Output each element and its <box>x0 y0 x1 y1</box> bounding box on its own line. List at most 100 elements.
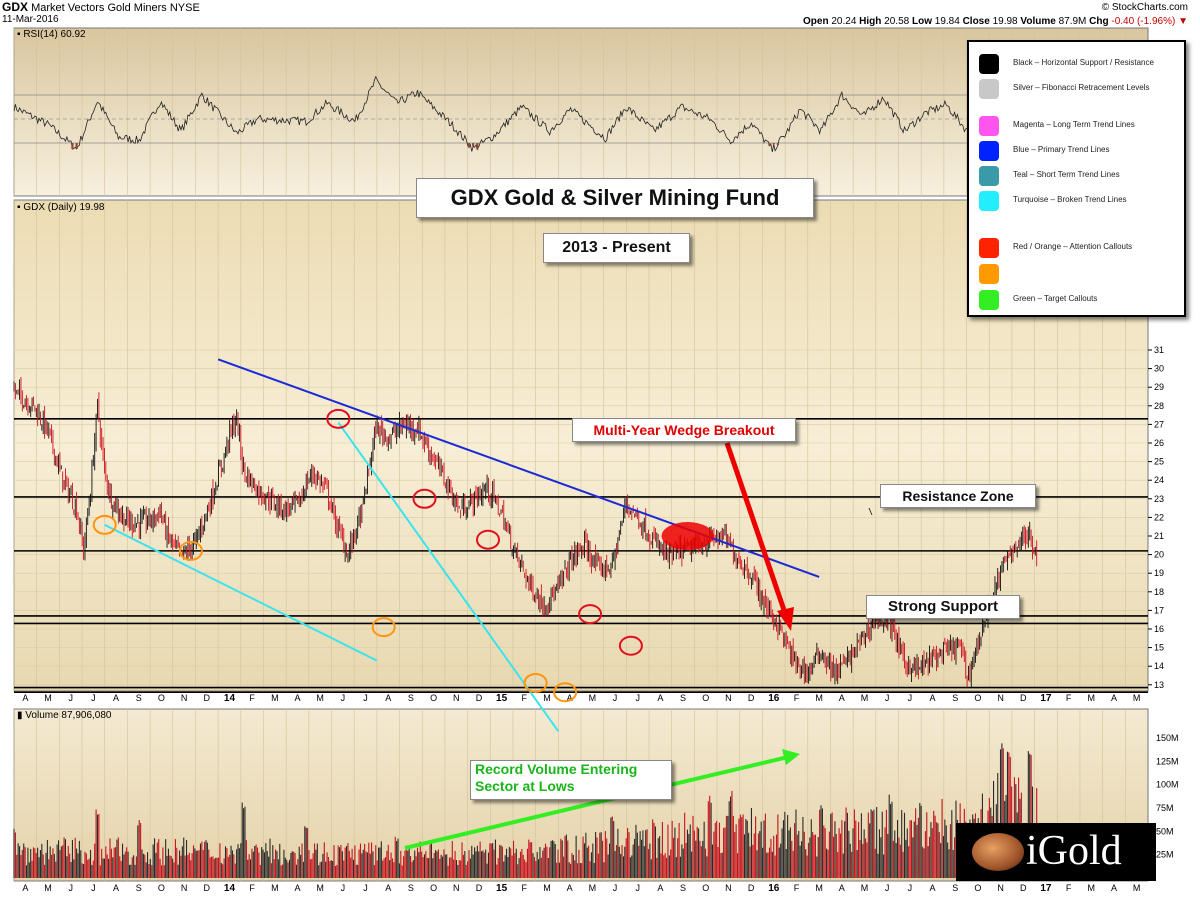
month-label: A <box>294 693 300 703</box>
legend-swatch <box>979 264 999 284</box>
down-arrow-icon: ▼ <box>1178 16 1188 27</box>
legend-item: Green – Target Callouts <box>979 290 1179 310</box>
price-tick-label: 23 <box>1154 494 1164 504</box>
month-label: S <box>680 693 686 703</box>
igold-logo: iGold <box>956 823 1156 881</box>
month-label: A <box>930 693 936 703</box>
legend-label: Green – Target Callouts <box>1013 294 1098 303</box>
legend-label: Red / Orange – Attention Callouts <box>1013 242 1133 251</box>
month-label: A <box>1111 693 1117 703</box>
month-label: D <box>748 883 755 893</box>
red-callout-circle <box>326 408 351 429</box>
month-label: A <box>930 883 936 893</box>
orange-callout-circle <box>553 682 578 703</box>
month-label: J <box>91 883 96 893</box>
price-tick-label: 30 <box>1154 364 1164 374</box>
month-label: 15 <box>496 693 508 704</box>
month-label: A <box>839 693 845 703</box>
month-label: A <box>294 883 300 893</box>
legend-swatch <box>979 166 999 186</box>
month-label: O <box>158 883 165 893</box>
month-label: O <box>430 693 437 703</box>
month-label: M <box>316 883 324 893</box>
resistance-pointer <box>868 507 873 516</box>
exchange: NYSE <box>169 2 200 14</box>
price-tick-label: 29 <box>1154 382 1164 392</box>
month-label: A <box>657 883 663 893</box>
trend-line <box>337 421 560 732</box>
price-tick-label: 18 <box>1154 587 1164 597</box>
month-label: M <box>815 883 823 893</box>
color-legend: Black – Horizontal Support / Resistance S… <box>967 40 1186 317</box>
month-label: M <box>1133 883 1141 893</box>
legend-item: Black – Horizontal Support / Resistance <box>979 54 1179 74</box>
month-label: M <box>44 693 52 703</box>
chart-date: 11-Mar-2016 <box>2 14 59 25</box>
price-tick-label: 31 <box>1154 345 1164 355</box>
month-label: J <box>91 693 96 703</box>
red-callout-circle <box>476 529 501 550</box>
month-label: A <box>839 883 845 893</box>
month-label: 17 <box>1040 693 1052 704</box>
month-label: S <box>680 883 686 893</box>
month-label: O <box>702 693 709 703</box>
month-label: O <box>974 883 981 893</box>
month-label: S <box>952 883 958 893</box>
month-label: F <box>794 693 800 703</box>
month-label: A <box>657 693 663 703</box>
month-label: N <box>181 693 188 703</box>
legend-swatch <box>979 79 999 99</box>
month-label: M <box>543 883 551 893</box>
month-label: N <box>453 693 460 703</box>
price-tick-label: 25 <box>1154 457 1164 467</box>
month-label: A <box>385 693 391 703</box>
month-label: F <box>1066 883 1072 893</box>
volume-tick: 25M <box>1156 850 1174 860</box>
month-label: 17 <box>1040 883 1052 894</box>
legend-label: Black – Horizontal Support / Resistance <box>1013 58 1154 67</box>
month-label: J <box>908 693 913 703</box>
month-label: F <box>522 693 528 703</box>
month-label: M <box>271 693 279 703</box>
legend-item: Silver – Fibonacci Retracement Levels <box>979 79 1179 99</box>
legend-item: Teal – Short Term Trend Lines <box>979 166 1179 186</box>
month-label: F <box>522 883 528 893</box>
month-label: M <box>316 693 324 703</box>
month-label: J <box>635 883 640 893</box>
price-tick-label: 20 <box>1154 550 1164 560</box>
logo-wordmark: iGold <box>1026 828 1122 874</box>
source-credit: © StockCharts.com <box>1101 2 1188 13</box>
legend-swatch <box>979 238 999 258</box>
price-tick-label: 27 <box>1154 419 1164 429</box>
month-label: 14 <box>224 883 236 894</box>
month-label: S <box>136 693 142 703</box>
volume-value: 87.9M <box>1058 16 1087 27</box>
month-label: J <box>885 883 890 893</box>
month-label: J <box>363 883 368 893</box>
gold-brain-icon <box>972 833 1024 871</box>
month-label: A <box>113 693 119 703</box>
legend-swatch <box>979 191 999 211</box>
legend-item: Red / Orange – Attention Callouts <box>979 238 1179 258</box>
legend-label: Magenta – Long Term Trend Lines <box>1013 120 1135 129</box>
volume-tick: 75M <box>1156 803 1174 813</box>
month-label: J <box>341 883 346 893</box>
month-label: N <box>997 693 1004 703</box>
record-volume-callout: Record Volume Entering Sector at Lows <box>470 760 672 800</box>
close-value: 19.98 <box>992 16 1018 27</box>
month-label: D <box>1020 693 1027 703</box>
month-label: O <box>702 883 709 893</box>
price-tick-label: 26 <box>1154 438 1164 448</box>
month-label: J <box>885 693 890 703</box>
price-panel-label: ▪ GDX (Daily) 19.98 <box>17 202 105 213</box>
legend-label: Blue – Primary Trend Lines <box>1013 145 1110 154</box>
symbol: GDX <box>2 0 29 14</box>
legend-label: Turquoise – Broken Trend Lines <box>1013 195 1127 204</box>
month-label: F <box>249 883 255 893</box>
red-callout-circle <box>578 604 603 625</box>
resistance-zone-callout: Resistance Zone <box>880 484 1036 508</box>
price-tick-label: 24 <box>1154 475 1164 485</box>
legend-item: Blue – Primary Trend Lines <box>979 141 1179 161</box>
month-label: O <box>430 883 437 893</box>
month-label: M <box>543 693 551 703</box>
